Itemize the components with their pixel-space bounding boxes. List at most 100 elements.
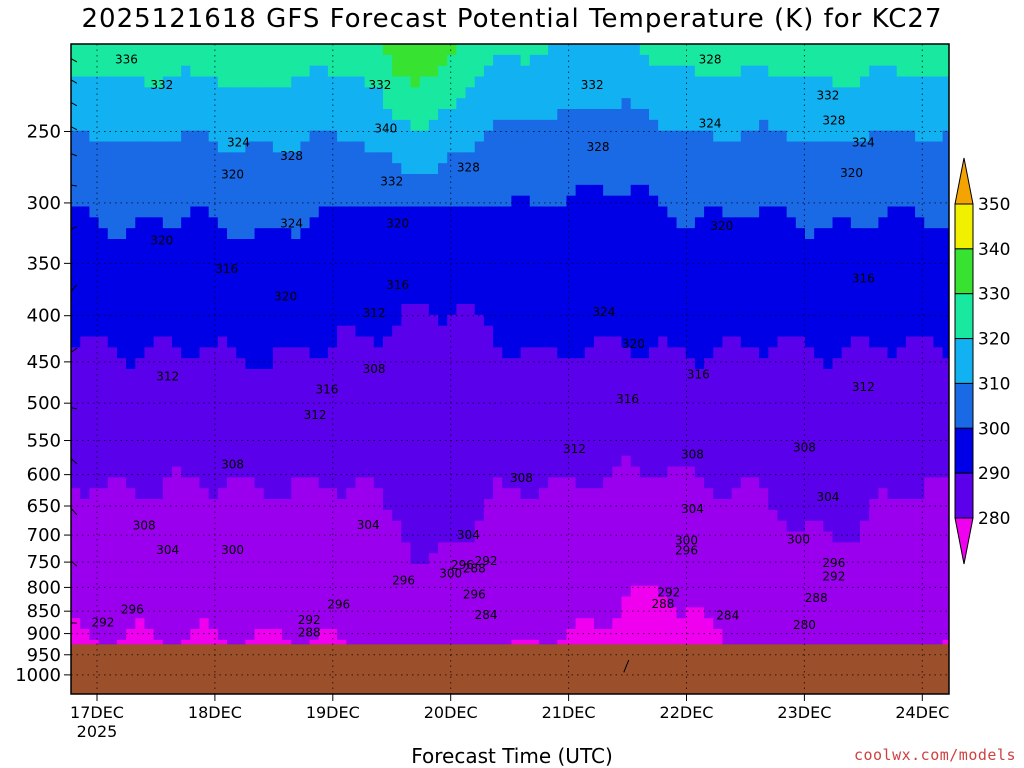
shade-cell	[548, 271, 558, 283]
shade-cell	[658, 347, 668, 359]
shade-cell	[685, 130, 696, 143]
shade-cell	[126, 358, 136, 370]
shade-cell	[694, 195, 705, 208]
shade-cell	[511, 531, 522, 543]
shade-cell	[667, 130, 678, 143]
shade-cell	[98, 293, 109, 305]
shade-cell	[823, 54, 834, 67]
shade-cell	[483, 98, 494, 110]
shade-cell	[318, 520, 329, 533]
shade-cell	[786, 379, 797, 392]
shade-cell	[282, 65, 292, 78]
shade-cell	[107, 184, 118, 197]
shade-cell	[584, 379, 595, 392]
shade-cell	[410, 574, 421, 587]
shade-cell	[162, 369, 173, 381]
shade-cell	[795, 217, 806, 229]
shade-cell	[768, 369, 779, 381]
shade-cell	[263, 130, 274, 143]
shade-cell	[786, 542, 797, 554]
shade-cell	[392, 304, 402, 316]
shade-cell	[749, 195, 760, 208]
shade-cell	[245, 444, 256, 457]
shade-cell	[337, 336, 347, 348]
shade-cell	[181, 423, 191, 435]
shade-cell	[190, 195, 201, 208]
shade-cell	[291, 195, 302, 208]
shade-cell	[722, 401, 733, 413]
shade-cell	[71, 152, 81, 164]
shade-cell	[236, 325, 246, 338]
shade-cell	[676, 390, 687, 403]
shade-cell	[483, 282, 494, 294]
shade-cell	[639, 195, 650, 208]
shade-cell	[667, 76, 678, 88]
shade-cell	[80, 401, 91, 413]
shade-cell	[208, 564, 219, 576]
shade-cell	[410, 390, 421, 403]
shade-cell	[814, 206, 824, 218]
shade-cell	[309, 54, 320, 67]
shade-cell	[639, 325, 650, 338]
shade-cell	[658, 195, 668, 208]
shade-cell	[346, 466, 357, 478]
shade-cell	[401, 574, 412, 587]
shade-cell	[364, 152, 375, 164]
shade-cell	[89, 260, 100, 273]
shade-cell	[584, 336, 595, 348]
shade-cell	[107, 585, 118, 598]
shade-cell	[291, 141, 302, 153]
shade-cell	[199, 434, 210, 446]
shade-cell	[199, 98, 210, 110]
shade-cell	[474, 466, 485, 478]
shade-cell	[658, 98, 668, 110]
shade-cell	[419, 531, 430, 543]
shade-cell	[98, 455, 109, 468]
shade-cell	[80, 304, 91, 316]
shade-cell	[382, 531, 393, 543]
shade-cell	[483, 444, 494, 457]
shade-cell	[768, 87, 779, 99]
shade-cell	[740, 466, 751, 478]
shade-cell	[630, 574, 641, 587]
shade-cell	[71, 44, 81, 56]
shade-cell	[71, 282, 81, 294]
shade-cell	[318, 163, 329, 175]
shade-cell	[731, 390, 742, 403]
shade-cell	[272, 564, 283, 576]
shade-cell	[603, 466, 613, 478]
shade-cell	[713, 509, 724, 522]
shade-cell	[208, 488, 219, 500]
shade-cell	[795, 618, 806, 630]
shade-cell	[593, 44, 604, 56]
shade-cell	[107, 574, 118, 587]
shade-cell	[318, 217, 329, 229]
shade-cell	[667, 379, 678, 392]
shade-cell	[71, 499, 81, 511]
shade-cell	[603, 76, 613, 88]
shade-cell	[593, 369, 604, 381]
shade-cell	[786, 553, 797, 565]
shade-cell	[612, 239, 623, 251]
shade-cell	[814, 195, 824, 208]
shade-cell	[722, 379, 733, 392]
shade-cell	[520, 44, 531, 56]
shade-cell	[318, 141, 329, 153]
shade-cell	[493, 282, 503, 294]
shade-cell	[144, 390, 155, 403]
shade-cell	[337, 130, 347, 143]
shade-cell	[116, 369, 127, 381]
shade-cell	[208, 455, 219, 468]
shade-cell	[282, 206, 292, 218]
shade-cell	[80, 163, 91, 175]
shade-cell	[410, 358, 421, 370]
shade-cell	[245, 477, 256, 489]
shade-cell	[694, 401, 705, 413]
shade-cell	[749, 282, 760, 294]
shade-cell	[190, 499, 201, 511]
shade-cell	[126, 119, 136, 132]
shade-cell	[456, 477, 467, 489]
shade-cell	[548, 542, 558, 554]
shade-cell	[282, 390, 292, 403]
shade-cell	[190, 174, 201, 186]
